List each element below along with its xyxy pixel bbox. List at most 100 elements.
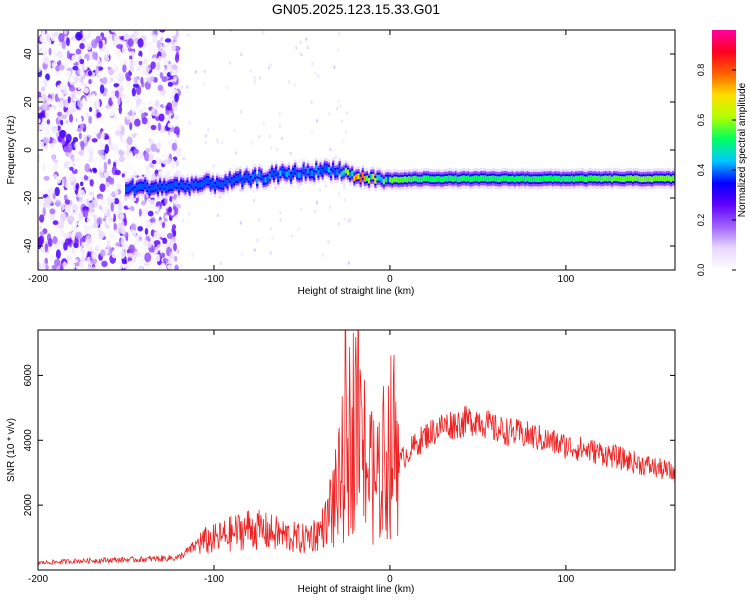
heatmap-noise-cell [117,96,121,106]
heatmap-noise-cell [49,254,54,261]
heatmap-signal-cell [422,175,426,182]
heatmap-noise-cell [65,133,72,144]
heatmap-noise-cell [104,171,110,178]
heatmap-noise-cell [99,84,105,94]
heatmap-noise-cell [79,58,85,65]
heatmap-noise-cell [333,65,336,69]
snr-ylabel: SNR (10 * v/v) [6,418,17,482]
heatmap-signal-cell [175,181,179,187]
heatmap-noise-cell [347,261,350,265]
heatmap-signal-cell [657,175,660,182]
heatmap-noise-cell [81,37,86,42]
heatmap-noise-cell [120,145,127,152]
heatmap-noise-cell [68,77,75,83]
heatmap-noise-cell [68,172,76,182]
heatmap-noise-cell [42,137,49,144]
heatmap-noise-cell [54,199,62,208]
heatmap-noise-cell [96,217,103,225]
heatmap-noise-cell [256,238,259,242]
heatmap-noise-cell [103,266,111,270]
heatmap-noise-cell [65,119,69,124]
heatmap-signal-cell [294,167,297,173]
heatmap-noise-cell [72,218,78,228]
heatmap-noise-cell [38,112,45,118]
heatmap-noise-cell [203,82,206,87]
heatmap-noise-cell [80,247,87,256]
heatmap-noise-cell [180,264,184,268]
heatmap-noise-cell [75,182,80,190]
heatmap-signal-cell [444,175,447,182]
heatmap-noise-cell [203,69,206,74]
heatmap-signal-cell [289,173,293,180]
heatmap-noise-cell [45,196,52,205]
heatmap-noise-cell [121,125,125,136]
heatmap-noise-cell [103,66,108,73]
heatmap-noise-cell [150,143,158,153]
heatmap-noise-cell [219,261,223,266]
heatmap-signal-cell [281,168,284,174]
heatmap-noise-cell [120,94,128,103]
heatmap-noise-cell [124,264,129,270]
heatmap-noise-cell [52,192,56,200]
heatmap-noise-cell [154,89,159,97]
heatmap-noise-cell [161,160,169,165]
heatmap-noise-cell [153,240,161,245]
heatmap-noise-cell [274,186,277,190]
heatmap-noise-cell [138,208,142,217]
heatmap-noise-cell [53,258,61,267]
heatmap-noise-cell [173,255,178,262]
heatmap-noise-cell [78,132,82,140]
heatmap-signal-cell [226,180,229,187]
heatmap-noise-cell [212,164,215,168]
heatmap-signal-cell [389,176,392,183]
heatmap-noise-cell [96,132,102,140]
heatmap-noise-cell [204,140,207,145]
heatmap-noise-cell [55,71,60,77]
heatmap-noise-cell [269,227,273,231]
heatmap-noise-cell [56,84,61,94]
heatmap-signal-cell [672,175,675,182]
heatmap-signal-cell [137,183,141,190]
heatmap-noise-cell [74,141,79,149]
heatmap-noise-cell [113,197,120,205]
heatmap-noise-cell [134,264,139,270]
heatmap-signal-cell [129,184,132,191]
heatmap-signal-cell [636,175,639,182]
heatmap-signal-cell [142,183,145,190]
colorbar-ticks: 0.0 0.2 0.4 0.6 0.8 [696,64,736,276]
heatmap-noise-cell [49,208,56,215]
heatmap-signal-cell [150,184,153,191]
heatmap-noise-cell [144,252,152,263]
heatmap-noise-cell [64,233,72,239]
heatmap-noise-cell [221,140,224,145]
heatmap-noise-cell [70,104,75,112]
heatmap-signal-cell [619,176,622,182]
heatmap-signal-cell [463,175,466,181]
heatmap-noise-cell [280,136,284,141]
heatmap-signal-cell [596,175,599,182]
heatmap-signal-cell [395,176,398,183]
heatmap-noise-cell [139,256,146,266]
heatmap-noise-cell [299,40,302,45]
heatmap-noise-cell [121,44,127,55]
heatmap-noise-cell [107,68,115,76]
heatmap-noise-cell [313,209,317,214]
heatmap-noise-cell [110,143,115,151]
heatmap-signal-cell [245,172,248,179]
heatmap-signal-cell [304,171,308,177]
heatmap-signal-cell [441,176,445,183]
heatmap-noise-cell [340,119,343,123]
heatmap-noise-cell [118,156,125,163]
heatmap-noise-cell [159,245,163,254]
heatmap-noise-cell [175,118,182,124]
heatmap-noise-cell [130,231,137,237]
heatmap-signal-cell [560,176,563,183]
heatmap-signal-cell [180,181,183,188]
heatmap-noise-cell [150,133,155,141]
heatmap-signal-cell [665,175,669,182]
heatmap-noise-cell [132,83,140,88]
heatmap-noise-cell [188,120,191,125]
heatmap-signal-cell [454,175,457,182]
heatmap-noise-cell [139,103,146,109]
